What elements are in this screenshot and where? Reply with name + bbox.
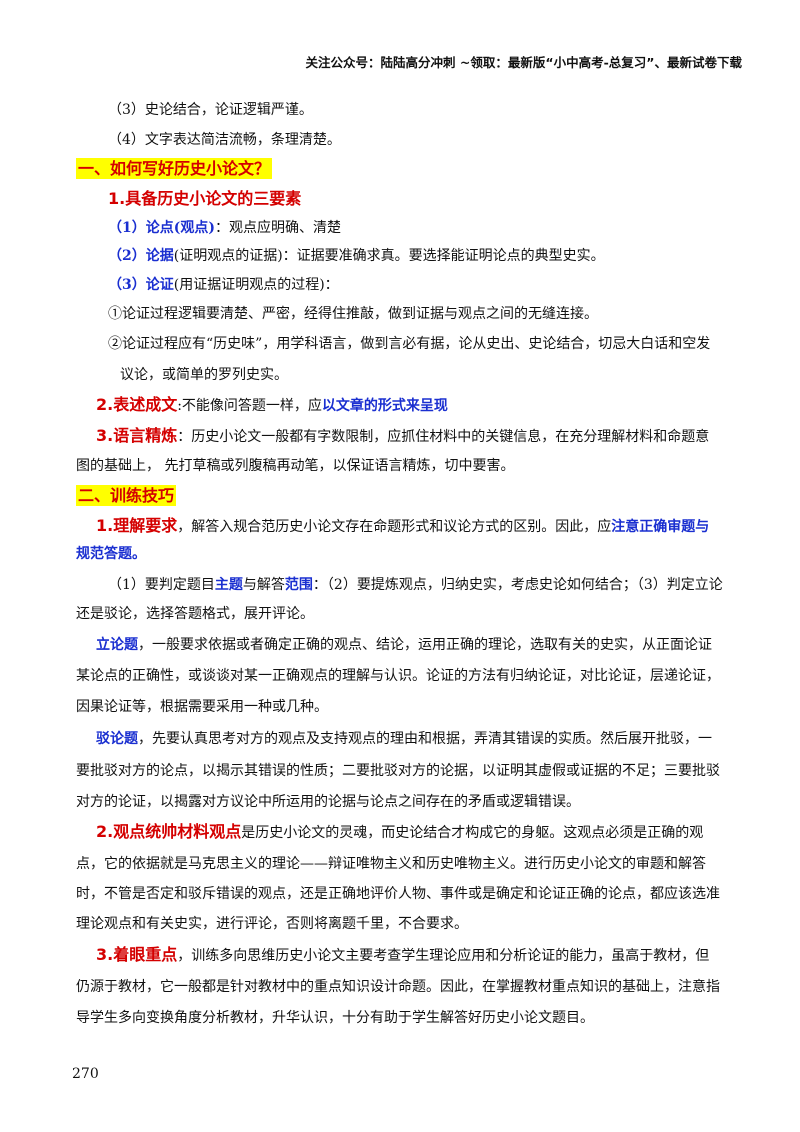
label: 1.理解要求 xyxy=(96,516,178,535)
emphasis-text: 范围 xyxy=(284,577,313,593)
text-line: ②论证过程应有“历史味”，用学科语言，做到言必有据，论从史出、史论结合，切忌大白… xyxy=(108,336,711,352)
label: 3.语言精炼 xyxy=(96,426,178,445)
label: 驳论题 xyxy=(96,731,138,747)
body-text: (用证据证明观点的过程)： xyxy=(173,277,339,293)
text-line: 还是驳论，选择答题格式，展开评论。 xyxy=(76,606,314,622)
body-text: （1）要判定题目 xyxy=(108,577,215,593)
body-text: :不能像问答题一样，应 xyxy=(177,398,322,414)
section-heading-1: 一、如何写好历史小论文？ xyxy=(76,158,744,179)
text-line: 1.理解要求，解答入规合范历史小论文存在命题形式和议论方式的区别。因此，应注意正… xyxy=(96,517,744,536)
emphasis-text: 规范答题。 xyxy=(76,546,146,562)
text-line: 3.语言精炼：历史小论文一般都有字数限制，应抓住材料中的关键信息，在充分理解材料… xyxy=(96,427,744,446)
label: 3.着眼重点 xyxy=(96,945,178,964)
text-line: 2.观点统帅材料观点是历史小论文的灵魂，而史论结合才构成它的身躯。这观点必须是正… xyxy=(96,823,744,842)
body-text: ：（2）要提炼观点，归纳史实，考虑史论如何结合；（3）判定立论 xyxy=(312,577,723,593)
text-line: （3）论证(用证据证明观点的过程)： xyxy=(108,276,744,294)
text-line: （4）文字表达简洁流畅，条理清楚。 xyxy=(108,132,341,148)
label: 立论题 xyxy=(96,637,138,653)
emphasis-text: 主题 xyxy=(214,577,243,593)
text-line: 2.表述成文:不能像问答题一样，应以文章的形式来呈现 xyxy=(96,396,744,415)
text-line: 立论题，一般要求依据或者确定正确的观点、结论，运用正确的理论，选取有关的史实，从… xyxy=(96,636,744,654)
label: （1）论点(观点) xyxy=(108,220,215,236)
text-line: 3.着眼重点，训练多向思维历史小论文主要考查学生理论应用和分析论证的能力，虽高于… xyxy=(96,946,744,965)
text-line: （3）史论结合，论证逻辑严谨。 xyxy=(108,102,313,118)
text-line: 点，它的依据就是马克思主义的理论——辩证唯物主义和历史唯物主义。进行历史小论文的… xyxy=(76,856,706,872)
label: 2.观点统帅材料观点 xyxy=(96,822,242,841)
text-line: 对方的论证，以揭露对方议论中所运用的论据与论点之间存在的矛盾或逻辑错误。 xyxy=(76,794,580,810)
emphasis-text: 以文章的形式来呈现 xyxy=(321,398,448,414)
text-line: 要批驳对方的论点，以揭示其错误的性质；二要批驳对方的论据，以证明其虚假或证据的不… xyxy=(76,763,720,779)
page-header: 关注公众号：陆陆高分冲刺 ~领取：最新版“小中高考-总复习”、最新试卷下载 xyxy=(305,55,742,70)
body-text: (证明观点的证据)：证据要准确求真。要选择能证明论点的典型史实。 xyxy=(173,248,605,264)
body-text: ，一般要求依据或者确定正确的观点、结论，运用正确的理论，选取有关的史实，从正面论… xyxy=(138,637,712,653)
section-title: 二、训练技巧 xyxy=(76,485,177,506)
body-text: ：历史小论文一般都有字数限制，应抓住材料中的关键信息，在充分理解材料和命题意 xyxy=(177,429,710,445)
emphasis-text: 注意正确审题与 xyxy=(611,519,710,535)
text-line: ①论证过程逻辑要清楚、严密，经得住推敲，做到证据与观点之间的无缝连接。 xyxy=(108,306,598,322)
text-line: （1）要判定题目主题与解答范围：（2）要提炼观点，归纳史实，考虑史论如何结合；（… xyxy=(108,576,744,594)
text-line: 规范答题。 xyxy=(76,545,744,563)
body-text: 是历史小论文的灵魂，而史论结合才构成它的身躯。这观点必须是正确的观 xyxy=(241,825,704,841)
body-text: ，训练多向思维历史小论文主要考查学生理论应用和分析论证的能力，虽高于教材，但 xyxy=(177,948,710,964)
label: （2）论据 xyxy=(108,248,174,264)
text-line: （2）论据(证明观点的证据)：证据要准确求真。要选择能证明论点的典型史实。 xyxy=(108,247,744,265)
text-line: 议论，或简单的罗列史实。 xyxy=(120,367,288,383)
section-title: 一、如何写好历史小论文？ xyxy=(76,158,273,179)
body-text: 与解答 xyxy=(242,577,285,593)
text-line: 驳论题，先要认真思考对方的观点及支持观点的理由和根据，弄清其错误的实质。然后展开… xyxy=(96,730,744,748)
label: （3）论证 xyxy=(108,277,174,293)
text-line: 时，不管是否定和驳斥错误的观点，还是正确地评价人物、事件或是确定和论证正确的论点… xyxy=(76,886,720,902)
section-heading-2: 二、训练技巧 xyxy=(76,485,744,506)
body-text: ：观点应明确、清楚 xyxy=(215,220,341,236)
body-text: ，解答入规合范历史小论文存在命题形式和议论方式的区别。因此，应 xyxy=(177,519,612,535)
page-number: 270 xyxy=(72,1066,99,1082)
text-line: （1）论点(观点)：观点应明确、清楚 xyxy=(108,219,744,237)
text-line: 图的基础上， 先打草稿或列腹稿再动笔，以保证语言精炼，切中要害。 xyxy=(76,458,515,474)
text-line: 仍源于教材，它一般都是针对教材中的重点知识设计命题。因此，在掌握教材重点知识的基… xyxy=(76,979,720,995)
subheading-text: 1.具备历史小论文的三要素 xyxy=(108,189,302,208)
body-text: ，先要认真思考对方的观点及支持观点的理由和根据，弄清其错误的实质。然后展开批驳，… xyxy=(138,731,712,747)
subheading: 1.具备历史小论文的三要素 xyxy=(108,190,744,209)
text-line: 导学生多向变换角度分析教材，升华认识，十分有助于学生解答好历史小论文题目。 xyxy=(76,1010,594,1026)
label: 2.表述成文 xyxy=(96,395,178,414)
text-line: 某论点的正确性，或谈谈对某一正确观点的理解与认识。论证的方法有归纳论证，对比论证… xyxy=(76,668,720,684)
text-line: 因果论证等，根据需要采用一种或几种。 xyxy=(76,699,328,715)
text-line: 理论观点和有关史实，进行评论，否则将离题千里，不合要求。 xyxy=(76,916,468,932)
